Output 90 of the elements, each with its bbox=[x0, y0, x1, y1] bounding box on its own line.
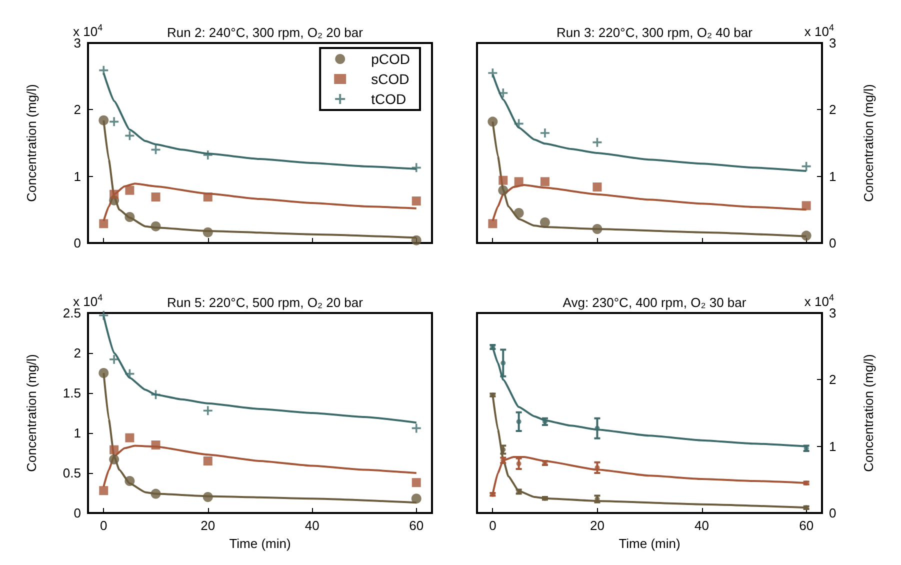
point bbox=[801, 230, 812, 241]
y2-tick-label: 0 bbox=[829, 236, 836, 250]
y-tick-label: 0 bbox=[74, 236, 81, 250]
point bbox=[516, 461, 522, 466]
point bbox=[125, 186, 134, 195]
point bbox=[110, 445, 119, 454]
point bbox=[151, 390, 160, 400]
point bbox=[110, 117, 119, 126]
point bbox=[412, 424, 421, 433]
y-tick-label: 1 bbox=[74, 426, 81, 440]
point bbox=[594, 426, 600, 431]
point bbox=[150, 221, 161, 232]
y-tick-label: 2 bbox=[74, 102, 81, 118]
x-tick-label: 60 bbox=[409, 518, 424, 533]
y-tick-label: 3 bbox=[74, 36, 81, 50]
point bbox=[592, 182, 602, 192]
y-axis-title: Concentration (mg/l) bbox=[24, 354, 39, 472]
y2-tick-label: 0 bbox=[829, 506, 836, 520]
x-tick-label: 20 bbox=[200, 518, 216, 533]
x-tick-label: 0 bbox=[100, 518, 108, 533]
point bbox=[514, 177, 524, 186]
point bbox=[98, 115, 109, 126]
point bbox=[125, 433, 134, 442]
x-tick-label: 40 bbox=[304, 518, 320, 533]
y-tick-label: 1 bbox=[74, 168, 81, 184]
y2-tick-label: 2 bbox=[829, 102, 836, 118]
point bbox=[99, 310, 108, 320]
point bbox=[150, 488, 161, 499]
x-axis-title: Time (min) bbox=[618, 536, 680, 551]
x-tick-label: 20 bbox=[590, 518, 604, 533]
point bbox=[99, 66, 108, 75]
point bbox=[109, 454, 120, 464]
y-tick-label: 1.5 bbox=[62, 386, 81, 400]
y-axis-title: Concentration (mg/l) bbox=[24, 84, 39, 202]
x-tick-label: 60 bbox=[799, 518, 814, 533]
y2-tick-label: 1 bbox=[829, 168, 836, 184]
point bbox=[592, 224, 602, 234]
legend-label: pCOD bbox=[371, 51, 410, 67]
y-tick-label: 2.5 bbox=[62, 306, 81, 320]
point bbox=[203, 192, 212, 202]
point bbox=[412, 196, 421, 206]
y2-axis-title: Concentration (mg/l) bbox=[861, 84, 876, 202]
point bbox=[498, 185, 508, 196]
point bbox=[498, 88, 508, 98]
point bbox=[412, 163, 421, 172]
x-axis-title: Time (min) bbox=[229, 536, 291, 551]
point bbox=[98, 368, 109, 378]
point bbox=[411, 494, 422, 504]
point bbox=[540, 177, 550, 186]
point bbox=[540, 217, 550, 228]
y2-tick-label: 3 bbox=[829, 36, 836, 50]
point bbox=[124, 476, 135, 486]
point bbox=[500, 360, 506, 366]
y2-axis-title: Concentration (mg/l) bbox=[861, 354, 876, 472]
point bbox=[498, 176, 508, 185]
point bbox=[110, 190, 119, 199]
point bbox=[203, 456, 212, 466]
point bbox=[516, 419, 522, 424]
legend-label: sCOD bbox=[371, 71, 410, 87]
point bbox=[488, 68, 498, 78]
chart-title: Avg: 230°C, 400 rpm, O₂ 30 bar bbox=[562, 295, 747, 310]
point bbox=[151, 192, 160, 202]
x-tick-label: 0 bbox=[489, 518, 496, 533]
x-tick-label: 40 bbox=[694, 518, 710, 533]
point bbox=[99, 486, 108, 496]
legend-label: tCOD bbox=[371, 91, 406, 107]
point bbox=[203, 150, 212, 160]
y-tick-label: 0 bbox=[74, 506, 81, 520]
point bbox=[488, 219, 498, 228]
point bbox=[151, 440, 160, 450]
point bbox=[124, 212, 135, 222]
point bbox=[203, 406, 212, 416]
point bbox=[514, 208, 524, 218]
y-tick-label: 2 bbox=[74, 346, 81, 360]
chart-title: Run 5: 220°C, 500 rpm, O₂ 20 bar bbox=[167, 295, 364, 310]
chart-title: Run 2: 240°C, 300 rpm, O₂ 20 bar bbox=[167, 25, 364, 40]
y2-tick-label: 3 bbox=[829, 306, 836, 320]
point bbox=[412, 478, 421, 488]
point bbox=[411, 235, 422, 246]
point bbox=[488, 116, 498, 127]
point bbox=[540, 128, 550, 138]
point bbox=[202, 227, 213, 238]
y2-tick-label: 2 bbox=[829, 372, 836, 388]
y-tick-label: 0.5 bbox=[62, 466, 81, 480]
point bbox=[202, 492, 213, 502]
point bbox=[110, 354, 119, 364]
point bbox=[802, 201, 811, 210]
chart-title: Run 3: 220°C, 300 rpm, O₂ 40 bar bbox=[556, 25, 754, 40]
point bbox=[99, 219, 108, 228]
y2-tick-label: 1 bbox=[829, 438, 836, 454]
